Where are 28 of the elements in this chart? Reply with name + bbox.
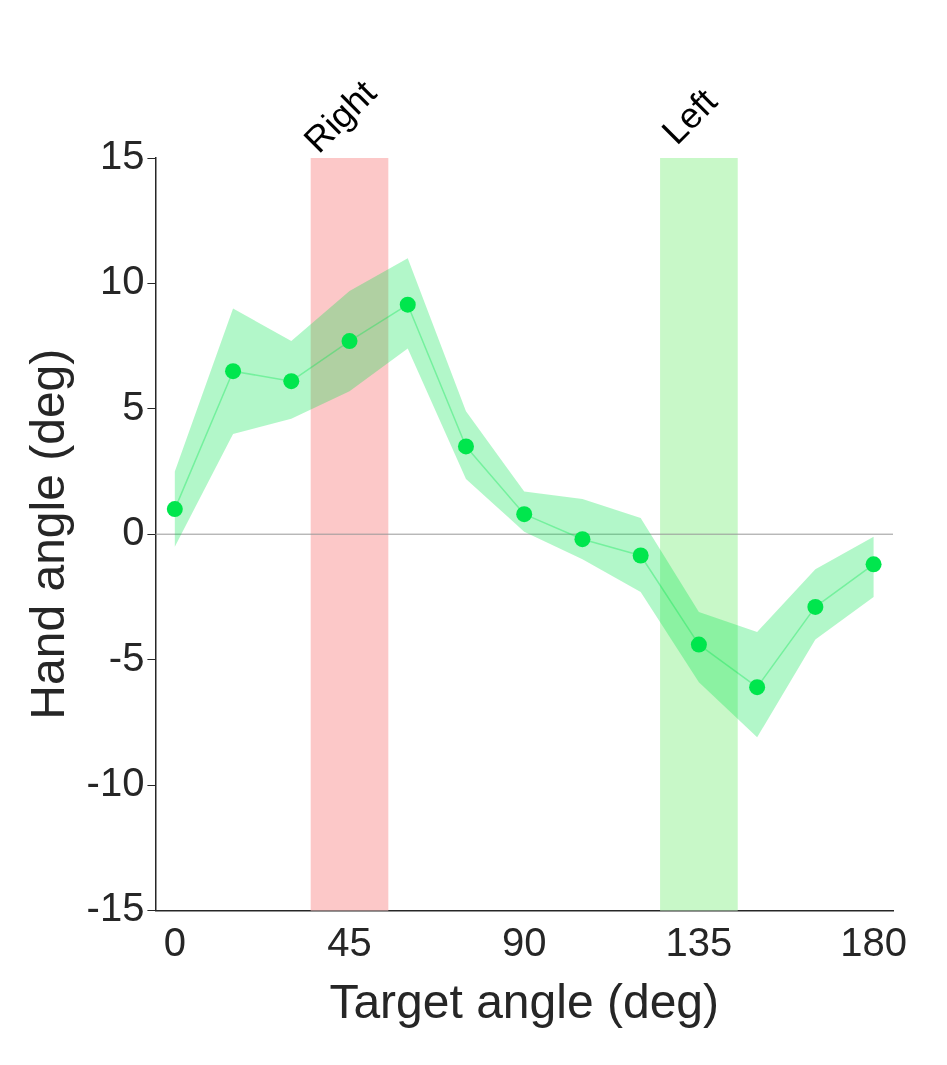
y-tick-label: -10 (86, 760, 145, 805)
point (457, 438, 474, 455)
point (632, 547, 649, 564)
x-tick-label: 45 (327, 920, 372, 965)
y-tick-label: 10 (99, 258, 145, 303)
x-tick-label: 0 (163, 920, 186, 965)
x-tick-label: 90 (501, 920, 547, 965)
point (807, 598, 824, 615)
point (516, 506, 533, 523)
point (341, 333, 358, 350)
point (399, 296, 416, 313)
point (225, 363, 242, 380)
y-tick-label: 15 (99, 133, 145, 178)
point (865, 556, 882, 573)
band-label: Left (653, 80, 725, 152)
point (749, 679, 766, 696)
y-tick-label: -5 (108, 634, 145, 679)
point (690, 636, 707, 653)
point (166, 501, 183, 518)
x-axis-title: Target angle (deg) (329, 975, 719, 1029)
point (283, 373, 300, 390)
y-axis-title: Hand angle (deg) (21, 348, 75, 720)
y-tick-label: 0 (122, 509, 145, 554)
x-tick-label: 135 (665, 920, 733, 965)
point (574, 531, 591, 548)
y-tick-label: -15 (86, 885, 145, 930)
y-tick-label: 5 (122, 383, 145, 428)
x-tick-label: 180 (840, 920, 907, 965)
